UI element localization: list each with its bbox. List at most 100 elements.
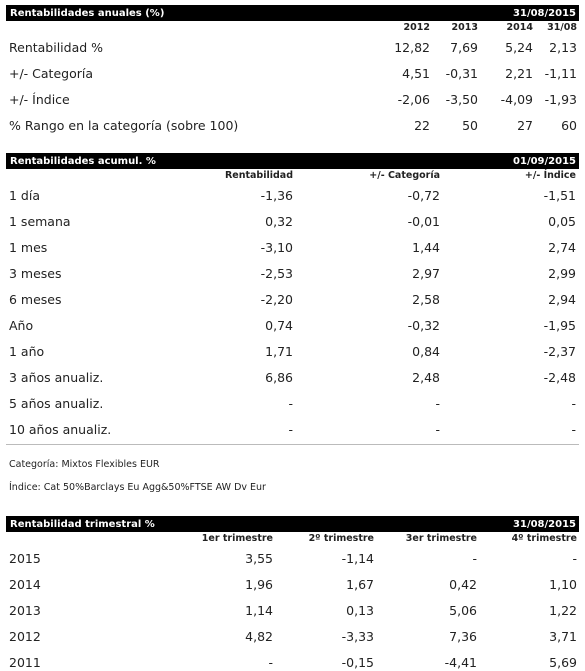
column-header: 2014 <box>506 22 533 33</box>
cell-value: 2,97 <box>412 266 440 281</box>
table-row: Rentabilidad % 12,82 7,69 5,24 2,13 <box>6 36 579 62</box>
cell-value: 0,13 <box>346 603 374 618</box>
cell-value: 1,96 <box>245 577 273 592</box>
cell-value: -3,10 <box>260 240 293 255</box>
table-row: 1 año 1,71 0,84 -2,37 <box>6 340 579 366</box>
cell-value: -2,37 <box>543 344 576 359</box>
cell-value: -1,36 <box>260 188 293 203</box>
cell-value: -1,51 <box>543 188 576 203</box>
cell-value: -1,11 <box>544 66 577 81</box>
row-label: 2013 <box>9 603 41 618</box>
cell-value: 2,58 <box>412 292 440 307</box>
column-header: 1er trimestre <box>201 533 273 544</box>
cell-value: -0,32 <box>407 318 440 333</box>
cell-value: - <box>268 655 273 670</box>
cumulative-returns-header: Rentabilidades acumul. % 01/09/2015 <box>6 153 579 169</box>
cell-value: 27 <box>517 118 533 133</box>
table-row: 3 meses -2,53 2,97 2,99 <box>6 262 579 288</box>
cell-value: -2,48 <box>543 370 576 385</box>
row-label: 2012 <box>9 629 41 644</box>
annual-returns-header: Rentabilidades anuales (%) 31/08/2015 <box>6 5 579 21</box>
cell-value: - <box>435 422 440 437</box>
table-row: 6 meses -2,20 2,58 2,94 <box>6 288 579 314</box>
cell-value: 0,84 <box>412 344 440 359</box>
cell-value: 3,55 <box>245 551 273 566</box>
cell-value: 0,42 <box>449 577 477 592</box>
cell-value: 12,82 <box>394 40 430 55</box>
table-divider <box>6 444 579 445</box>
row-label: +/- Categoría <box>9 66 94 81</box>
cell-value: -2,53 <box>260 266 293 281</box>
cell-value: 2,13 <box>549 40 577 55</box>
cell-value: 1,44 <box>412 240 440 255</box>
table-row: Año 0,74 -0,32 -1,95 <box>6 314 579 340</box>
cell-value: - <box>288 422 293 437</box>
cumulative-returns-title: Rentabilidades acumul. % <box>10 155 156 167</box>
cell-value: 5,06 <box>449 603 477 618</box>
cell-value: 2,74 <box>548 240 576 255</box>
cell-value: -0,01 <box>407 214 440 229</box>
row-label: 2015 <box>9 551 41 566</box>
column-header: +/- Índice <box>524 170 576 181</box>
cell-value: - <box>472 551 477 566</box>
row-label: 5 años anualiz. <box>9 396 104 411</box>
cell-value: - <box>572 551 577 566</box>
cell-value: 22 <box>414 118 430 133</box>
cell-value: 3,71 <box>549 629 577 644</box>
column-header: +/- Categoría <box>369 170 440 181</box>
quarterly-returns-date: 31/08/2015 <box>513 518 576 530</box>
row-label: 3 meses <box>9 266 62 281</box>
table-row: 5 años anualiz. - - - <box>6 392 579 418</box>
annual-returns-section: Rentabilidades anuales (%) 31/08/2015 20… <box>6 5 579 140</box>
cell-value: 1,22 <box>549 603 577 618</box>
cell-value: 4,82 <box>245 629 273 644</box>
row-label: 2011 <box>9 655 41 670</box>
table-row: 2013 1,14 0,13 5,06 1,22 <box>6 599 579 625</box>
table-row: 1 mes -3,10 1,44 2,74 <box>6 236 579 262</box>
column-header: 4º trimestre <box>511 533 577 544</box>
row-label: +/- Índice <box>9 92 70 107</box>
row-label: 1 año <box>9 344 45 359</box>
cell-value: 60 <box>561 118 577 133</box>
quarterly-returns-column-headers: 1er trimestre 2º trimestre 3er trimestre… <box>6 532 579 547</box>
quarterly-returns-header: Rentabilidad trimestral % 31/08/2015 <box>6 516 579 532</box>
row-label: Año <box>9 318 34 333</box>
cell-value: 1,71 <box>265 344 293 359</box>
annual-returns-title: Rentabilidades anuales (%) <box>10 7 165 19</box>
annual-returns-date: 31/08/2015 <box>513 7 576 19</box>
cumulative-returns-date: 01/09/2015 <box>513 155 576 167</box>
cell-value: 1,67 <box>346 577 374 592</box>
cell-value: 0,05 <box>548 214 576 229</box>
table-row: 1 semana 0,32 -0,01 0,05 <box>6 210 579 236</box>
cell-value: 5,69 <box>549 655 577 670</box>
cell-value: 2,21 <box>505 66 533 81</box>
cell-value: -1,95 <box>543 318 576 333</box>
column-header: 3er trimestre <box>405 533 477 544</box>
cell-value: - <box>435 396 440 411</box>
table-row: 2011 - -0,15 -4,41 5,69 <box>6 651 579 671</box>
cell-value: -4,09 <box>500 92 533 107</box>
row-label: 10 años anualiz. <box>9 422 112 437</box>
cell-value: - <box>288 396 293 411</box>
cell-value: 7,36 <box>449 629 477 644</box>
column-header: Rentabilidad <box>224 170 293 181</box>
cell-value: -1,14 <box>341 551 374 566</box>
table-row: +/- Índice -2,06 -3,50 -4,09 -1,93 <box>6 88 579 114</box>
cell-value: 2,99 <box>548 266 576 281</box>
row-label: 1 día <box>9 188 40 203</box>
column-header: 2013 <box>451 22 478 33</box>
column-header: 2º trimestre <box>308 533 374 544</box>
cell-value: -2,20 <box>260 292 293 307</box>
annual-returns-column-headers: 2012 2013 2014 31/08 <box>6 21 579 36</box>
column-header: 2012 <box>403 22 430 33</box>
row-label: 2014 <box>9 577 41 592</box>
table-row: +/- Categoría 4,51 -0,31 2,21 -1,11 <box>6 62 579 88</box>
cell-value: -0,31 <box>445 66 478 81</box>
row-label: 1 semana <box>9 214 71 229</box>
cell-value: 2,48 <box>412 370 440 385</box>
cell-value: 4,51 <box>402 66 430 81</box>
category-note: Categoría: Mixtos Flexibles EUR <box>9 459 160 470</box>
cell-value: 0,74 <box>265 318 293 333</box>
cell-value: -4,41 <box>444 655 477 670</box>
cell-value: 50 <box>462 118 478 133</box>
